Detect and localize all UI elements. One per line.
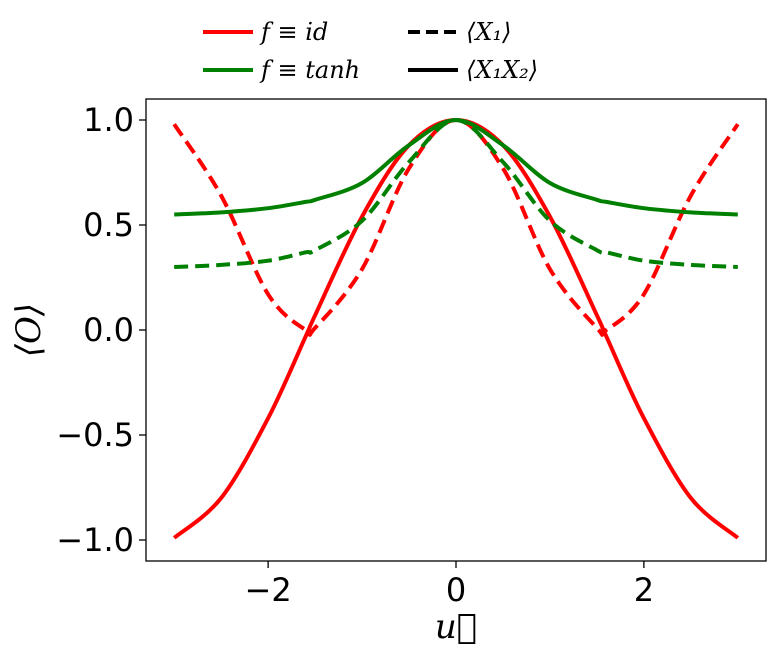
series-line-3 [174,118,738,217]
x-axis-label: u⃗ [435,607,477,647]
x-tick-label: −2 [245,571,292,609]
series-line-1 [172,118,740,540]
y-tick-label: −0.5 [56,416,134,454]
legend-label-4: ⟨X₁X₂⟩ [466,56,538,84]
series-line-4 [174,118,738,269]
legend-label-1: f ≡ id [259,18,328,46]
y-axis-label: ⟨O⟩ [9,303,49,357]
plot-frame [145,98,767,562]
legend-label-3: f ≡ tanh [259,56,360,84]
y-tick-label: 1.0 [83,101,134,139]
y-axis-ticks: −1.0 −0.5 0.0 0.5 1.0 [56,101,146,559]
y-tick-label: 0.5 [83,206,134,244]
legend-label-2: ⟨X₁⟩ [466,18,511,46]
x-axis-ticks: −2 0 2 [245,561,654,609]
y-tick-label: 0.0 [83,311,134,349]
legend: f ≡ id ⟨X₁⟩ f ≡ tanh ⟨X₁X₂⟩ [203,18,538,84]
x-tick-label: 2 [634,571,654,609]
y-tick-label: −1.0 [56,521,134,559]
series-layer [172,118,740,540]
series-line-2 [172,118,740,337]
x-tick-label: 0 [446,571,466,609]
